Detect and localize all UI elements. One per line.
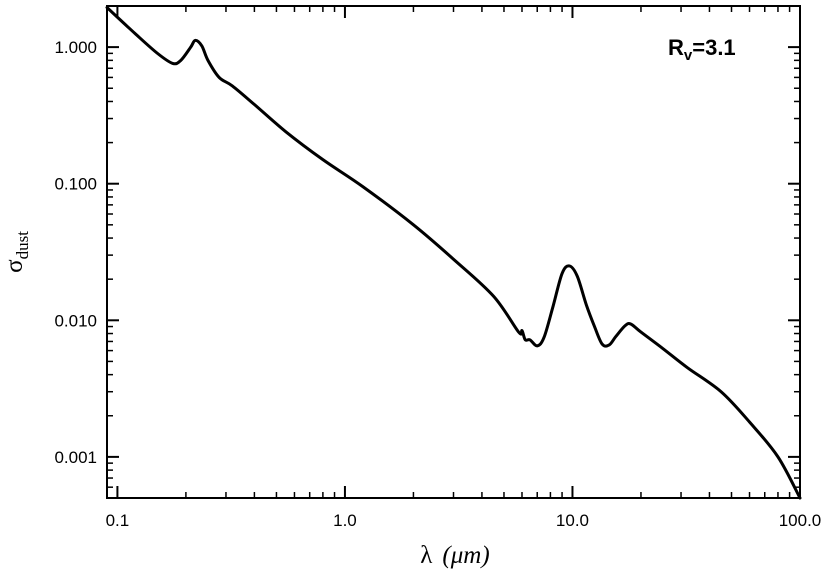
x-tick-label: 10.0: [556, 511, 589, 530]
y-tick-label: 0.100: [54, 175, 97, 194]
x-tick-labels: 0.1 1.0 10.0 100.0: [106, 511, 822, 530]
rv-annotation: Rv=3.1: [668, 35, 736, 64]
x-tick-label: 1.0: [333, 511, 357, 530]
y-tick-label: 1.000: [54, 38, 97, 57]
x-tick-label: 0.1: [106, 511, 130, 530]
y-axis-title: σdust: [1, 231, 32, 273]
x-tick-label: 100.0: [779, 511, 822, 530]
major-ticks: [107, 6, 801, 498]
x-axis-title: λ (μm): [420, 542, 489, 569]
minor-ticks: [106, 5, 800, 499]
series-line: [105, 6, 802, 500]
plot-frame: [106, 5, 801, 499]
y-tick-label: 0.001: [54, 448, 97, 467]
y-tick-labels: 0.001 0.010 0.100 1.000: [54, 38, 97, 467]
y-tick-label: 0.010: [54, 311, 97, 330]
